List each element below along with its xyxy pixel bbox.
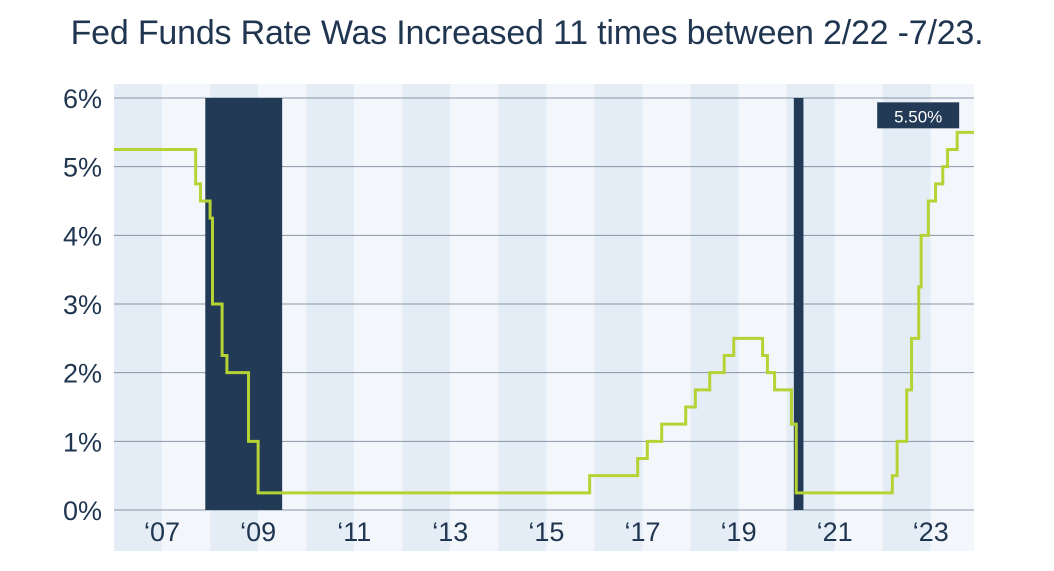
x-tick-label: ‘15: [528, 517, 564, 547]
year-band: [162, 84, 211, 551]
year-band: [306, 84, 355, 551]
recession-bar: [793, 98, 804, 510]
year-band: [546, 84, 595, 551]
annotations: 5.50%: [877, 102, 960, 129]
x-tick-label: ‘13: [432, 517, 468, 547]
year-band: [450, 84, 499, 551]
y-axis: 0% 1% 2% 3% 4% 5% 6%: [63, 84, 102, 526]
year-band: [930, 84, 974, 551]
y-tick-label: 0%: [63, 496, 102, 526]
y-tick-label: 1%: [63, 427, 102, 457]
y-tick-label: 4%: [63, 221, 102, 251]
y-tick-label: 3%: [63, 290, 102, 320]
year-band: [642, 84, 691, 551]
x-tick-label: ‘17: [624, 517, 660, 547]
year-band: [114, 84, 163, 551]
year-band: [354, 84, 403, 551]
x-tick-label: ‘11: [337, 517, 371, 547]
y-tick-label: 6%: [63, 84, 102, 114]
x-axis: ‘07 ‘09 ‘11 ‘13 ‘15 ‘17 ‘19 ‘21 ‘23: [144, 517, 949, 547]
chart-title: Fed Funds Rate Was Increased 11 times be…: [70, 14, 984, 52]
y-tick-label: 5%: [63, 153, 102, 183]
value-callout-box: [877, 102, 960, 129]
year-band: [834, 84, 883, 551]
year-band: [738, 84, 787, 551]
year-band: [690, 84, 739, 551]
value-callout-label: 5.50%: [894, 107, 942, 126]
x-tick-label: ‘19: [721, 517, 757, 547]
x-tick-label: ‘09: [240, 517, 276, 547]
series-group: [114, 130, 974, 495]
year-band: [402, 84, 451, 551]
x-tick-label: ‘21: [817, 517, 853, 547]
x-tick-label: ‘23: [913, 517, 949, 547]
year-band: [498, 84, 547, 551]
y-tick-label: 2%: [63, 359, 102, 389]
year-band: [882, 84, 931, 551]
x-tick-label: ‘07: [144, 517, 180, 547]
fed-funds-rate-line: [114, 130, 974, 495]
year-band: [594, 84, 643, 551]
